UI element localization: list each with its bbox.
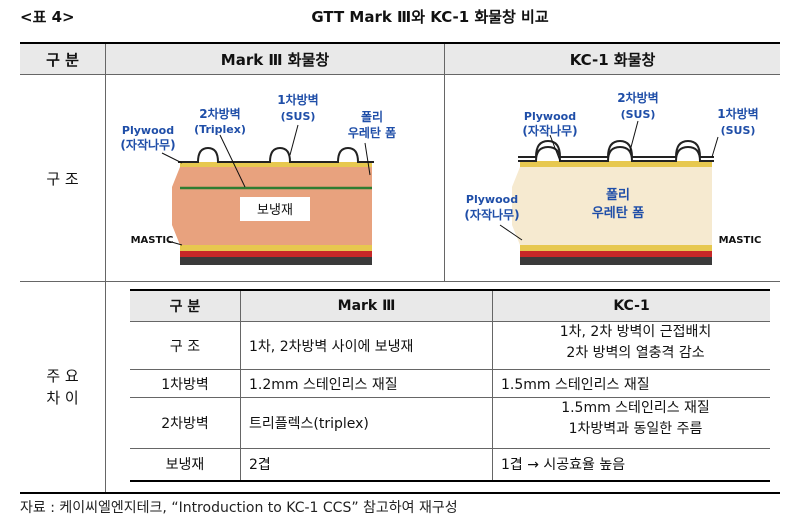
inner-row2-mark3: 1.2mm 스테인리스 재질 [249, 376, 398, 393]
kc1-leader-plywood-top [549, 134, 561, 162]
inner-row-line-1 [130, 321, 770, 322]
inner-row-line-2 [130, 369, 770, 370]
table-title: GTT Mark Ⅲ와 KC-1 화물창 비교 [311, 8, 549, 26]
outer-row-divider [20, 281, 780, 282]
mark3-plywood-label: Plywood [122, 124, 174, 137]
kc1-structure-figure: 폴리 우레탄 폼 Plywood (자작나무) 2차방벽 (SUS) 1차방벽 … [464, 90, 762, 265]
mark3-base [180, 257, 372, 265]
kc1-plywood-top [520, 161, 712, 167]
row-label-main-diff-1: 주 요 [46, 367, 79, 385]
kc1-primary-membrane [518, 139, 714, 158]
mark3-secondary-label: 2차방벽 [199, 106, 240, 121]
kc1-secondary-sub-label: (SUS) [621, 108, 656, 121]
kc1-secondary-membrane [518, 145, 714, 162]
inner-row4-mark3: 2겹 [249, 456, 271, 473]
mark3-leader-primary [289, 124, 299, 156]
mark3-insulation-box [240, 197, 310, 221]
kc1-base [520, 257, 712, 265]
kc1-plywood-top-kr-label: (자작나무) [522, 123, 577, 138]
mark3-plywood-bottom [180, 245, 372, 251]
kc1-leader-secondary [629, 120, 639, 152]
outer-header-row [20, 44, 780, 75]
inner-row3-label: 2차방벽 [161, 416, 209, 432]
mark3-leader-mastic [167, 240, 183, 246]
inner-row1-kc1: 1차, 2차 방벽이 근접배치 2차 방벽의 열충격 감소 [493, 322, 770, 369]
inner-row2-label: 1차방벽 [161, 376, 209, 393]
comparison-table: 구 분 Mark Ⅲ 화물창 KC-1 화물창 구 조 주 요 차 이 [20, 42, 780, 494]
mark3-mastic-label: MASTIC [131, 235, 174, 246]
inner-row3-mark3: 트리플렉스(triplex) [249, 416, 369, 432]
mark3-primary-sub-label: (SUS) [281, 110, 316, 123]
mark3-primary-membrane [178, 146, 374, 163]
table-number: <표 4> [20, 8, 75, 26]
source-note: 자료 : 케이씨엘엔지테크, “Introduction to KC-1 CCS… [20, 500, 458, 516]
inner-row2-kc1: 1.5mm 스테인리스 재질 [501, 376, 650, 393]
inner-row3-kc1-line2: 1차방벽과 동일한 주름 [568, 421, 703, 437]
kc1-plywood-bottom-kr-label: (자작나무) [464, 207, 519, 222]
mark3-insulation-label: 보냉재 [257, 203, 293, 218]
mark3-foam-label-2: 우레탄 폼 [348, 125, 396, 140]
mark3-secondary-sub-label: (Triplex) [194, 123, 246, 136]
row-label-structure: 구 조 [46, 169, 79, 188]
kc1-insulation [512, 167, 712, 245]
outer-header-mark3: Mark Ⅲ 화물창 [220, 50, 330, 69]
inner-row1-kc1-line2: 2차 방벽의 열충격 감소 [566, 345, 705, 361]
inner-row-line-3 [130, 397, 770, 398]
inner-header-category: 구 분 [130, 291, 240, 321]
inner-divider-1 [240, 291, 241, 480]
row-label-main-diff: 주 요 차 이 [20, 282, 105, 492]
kc1-plywood-bottom-label: Plywood [466, 193, 518, 206]
kc1-plywood-top-label: Plywood [524, 110, 576, 123]
mark3-plywood-top [180, 162, 372, 167]
kc1-primary-sub-label: (SUS) [721, 124, 756, 137]
inner-header-mark3: Mark Ⅲ [241, 291, 492, 321]
kc1-plywood-bottom [520, 245, 712, 251]
mark3-leader-plywood [161, 152, 183, 164]
mark3-leader-foam [364, 142, 371, 176]
kc1-foam-label-1: 폴리 [606, 187, 630, 203]
inner-row1-mark3: 1차, 2차방벽 사이에 보냉재 [249, 338, 414, 355]
inner-row4-label: 보냉재 [165, 456, 205, 473]
kc1-secondary-label: 2차방벽 [617, 90, 658, 105]
kc1-base-strip [520, 251, 712, 257]
mark3-structure-figure: 보냉재 Plywood (자작나무) 2차방벽 (Triplex) 1차방벽 (… [120, 92, 396, 265]
table-header: <표 4> GTT Mark Ⅲ와 KC-1 화물창 비교 [20, 6, 780, 28]
inner-row3-kc1: 1.5mm 스테인리스 재질 1차방벽과 동일한 주름 [493, 398, 770, 448]
outer-header-kc1: KC-1 화물창 [569, 50, 656, 69]
inner-header-kc1: KC-1 [493, 291, 770, 321]
kc1-primary-label: 1차방벽 [717, 106, 758, 121]
differences-table: 구 분 Mark Ⅲ KC-1 구 조 1차, 2차방벽 사이에 보냉재 1차,… [130, 289, 770, 482]
inner-row4-kc1: 1겹 → 시공효율 높음 [501, 456, 626, 473]
row-label-main-diff-2: 차 이 [46, 389, 79, 407]
inner-row1-kc1-line1: 1차, 2차 방벽이 근접배치 [559, 324, 712, 340]
inner-row3-kc1-line1: 1.5mm 스테인리스 재질 [561, 400, 710, 416]
inner-divider-2 [492, 291, 493, 480]
mark3-leader-secondary [219, 134, 246, 188]
mark3-base-strip [180, 251, 372, 257]
outer-divider-2 [444, 44, 445, 282]
inner-row-line-4 [130, 448, 770, 449]
kc1-mastic-label: MASTIC [719, 235, 762, 246]
mark3-foam-label-1: 폴리 [361, 109, 383, 124]
kc1-leader-plywood-bottom [499, 224, 523, 241]
inner-row1-label: 구 조 [169, 338, 201, 355]
mark3-plywood-kr-label: (자작나무) [120, 137, 175, 152]
outer-header-category: 구 분 [46, 50, 79, 69]
mark3-primary-label: 1차방벽 [277, 92, 318, 107]
kc1-foam-label-2: 우레탄 폼 [592, 205, 644, 221]
outer-divider-1 [105, 44, 106, 492]
kc1-leader-primary [711, 136, 719, 158]
